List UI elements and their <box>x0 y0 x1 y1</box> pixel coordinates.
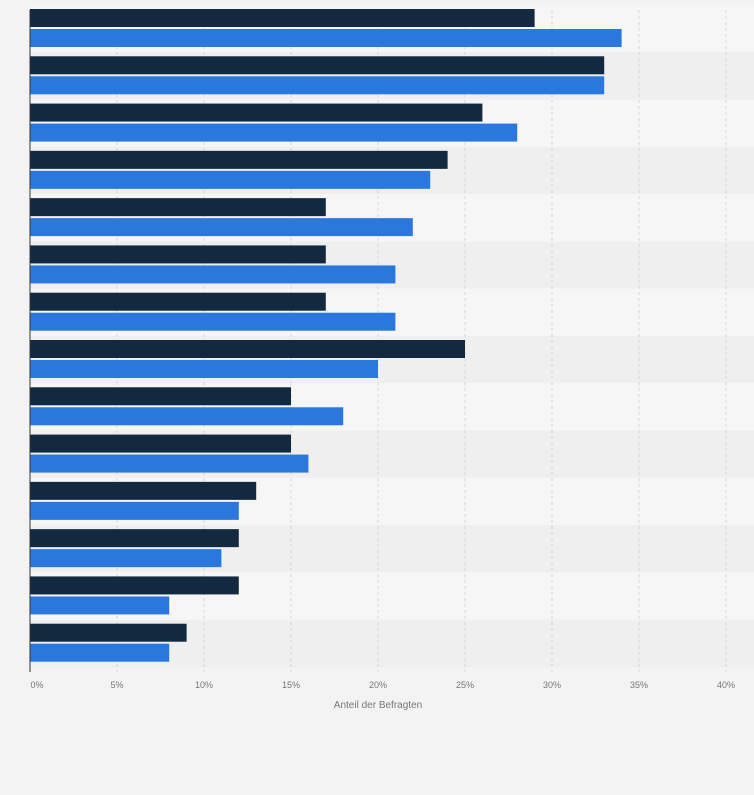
bar <box>30 643 170 662</box>
bar <box>30 76 605 95</box>
x-tick-label: 0% <box>30 680 43 690</box>
bar <box>30 245 326 264</box>
bar <box>30 454 309 473</box>
x-tick-label: 35% <box>630 680 648 690</box>
x-tick-label: 15% <box>282 680 300 690</box>
bar <box>30 312 396 331</box>
bar <box>30 170 431 189</box>
bar <box>30 481 257 500</box>
x-tick-label: 20% <box>369 680 387 690</box>
bar <box>30 103 483 122</box>
bar <box>30 529 239 548</box>
bar <box>30 9 535 27</box>
x-axis-label: Anteil der Befragten <box>334 700 422 711</box>
bar <box>30 29 622 47</box>
x-tick-label: 30% <box>543 680 561 690</box>
bar <box>30 387 291 406</box>
bar <box>30 150 448 169</box>
x-tick-label: 40% <box>717 680 735 690</box>
bar <box>30 218 413 237</box>
bar <box>30 123 518 142</box>
x-tick-label: 25% <box>456 680 474 690</box>
x-tick-label: 10% <box>195 680 213 690</box>
bar <box>30 407 344 426</box>
bar <box>30 623 187 642</box>
bar <box>30 596 170 615</box>
bar <box>30 198 326 217</box>
bar <box>30 549 222 568</box>
bar <box>30 340 465 358</box>
bar <box>30 292 326 311</box>
bar <box>30 434 291 453</box>
bar <box>30 56 605 75</box>
bar <box>30 265 396 284</box>
bar <box>30 576 239 595</box>
bar <box>30 501 239 520</box>
bar <box>30 360 378 378</box>
x-tick-label: 5% <box>110 680 123 690</box>
